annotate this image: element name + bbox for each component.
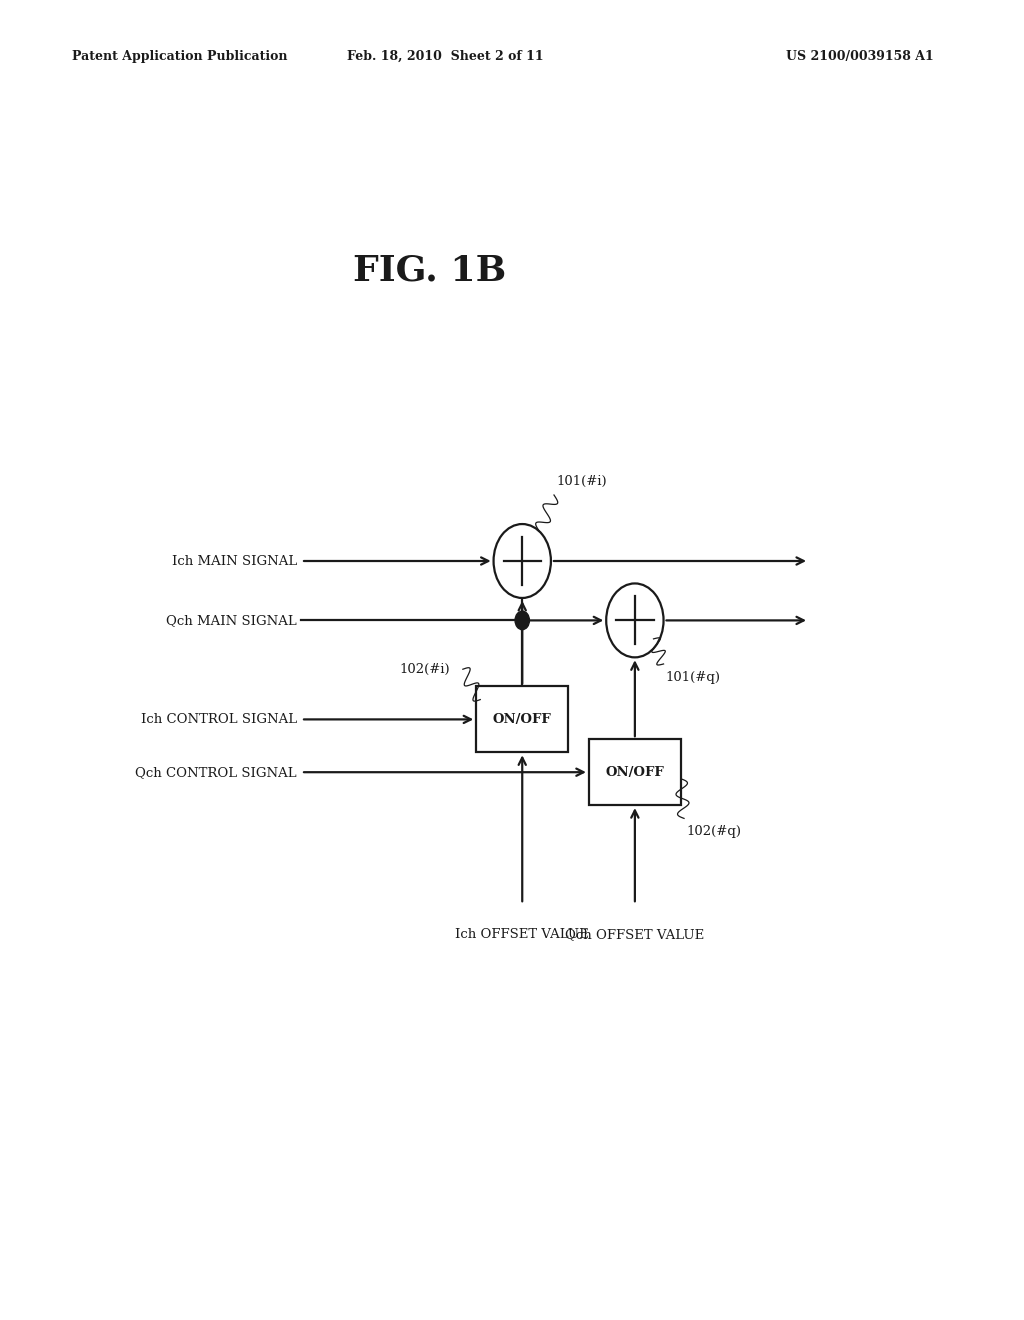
- Text: ON/OFF: ON/OFF: [605, 766, 665, 779]
- Text: Ich CONTROL SIGNAL: Ich CONTROL SIGNAL: [141, 713, 297, 726]
- Text: 101(#q): 101(#q): [666, 671, 721, 684]
- Text: 102(#i): 102(#i): [399, 663, 450, 676]
- Text: ON/OFF: ON/OFF: [493, 713, 552, 726]
- Circle shape: [494, 524, 551, 598]
- Text: Ich MAIN SIGNAL: Ich MAIN SIGNAL: [172, 554, 297, 568]
- Bar: [476, 686, 568, 752]
- Text: Ich OFFSET VALUE: Ich OFFSET VALUE: [456, 928, 589, 941]
- Text: Qch OFFSET VALUE: Qch OFFSET VALUE: [565, 928, 705, 941]
- Text: 102(#q): 102(#q): [686, 825, 741, 838]
- Text: US 2100/0039158 A1: US 2100/0039158 A1: [786, 50, 934, 63]
- Text: Patent Application Publication: Patent Application Publication: [72, 50, 287, 63]
- Text: Feb. 18, 2010  Sheet 2 of 11: Feb. 18, 2010 Sheet 2 of 11: [347, 50, 544, 63]
- Text: FIG. 1B: FIG. 1B: [353, 253, 507, 288]
- Bar: [589, 739, 681, 805]
- Circle shape: [606, 583, 664, 657]
- Circle shape: [515, 611, 529, 630]
- Text: Qch MAIN SIGNAL: Qch MAIN SIGNAL: [166, 614, 297, 627]
- Text: 101(#i): 101(#i): [556, 475, 606, 488]
- Text: Qch CONTROL SIGNAL: Qch CONTROL SIGNAL: [135, 766, 297, 779]
